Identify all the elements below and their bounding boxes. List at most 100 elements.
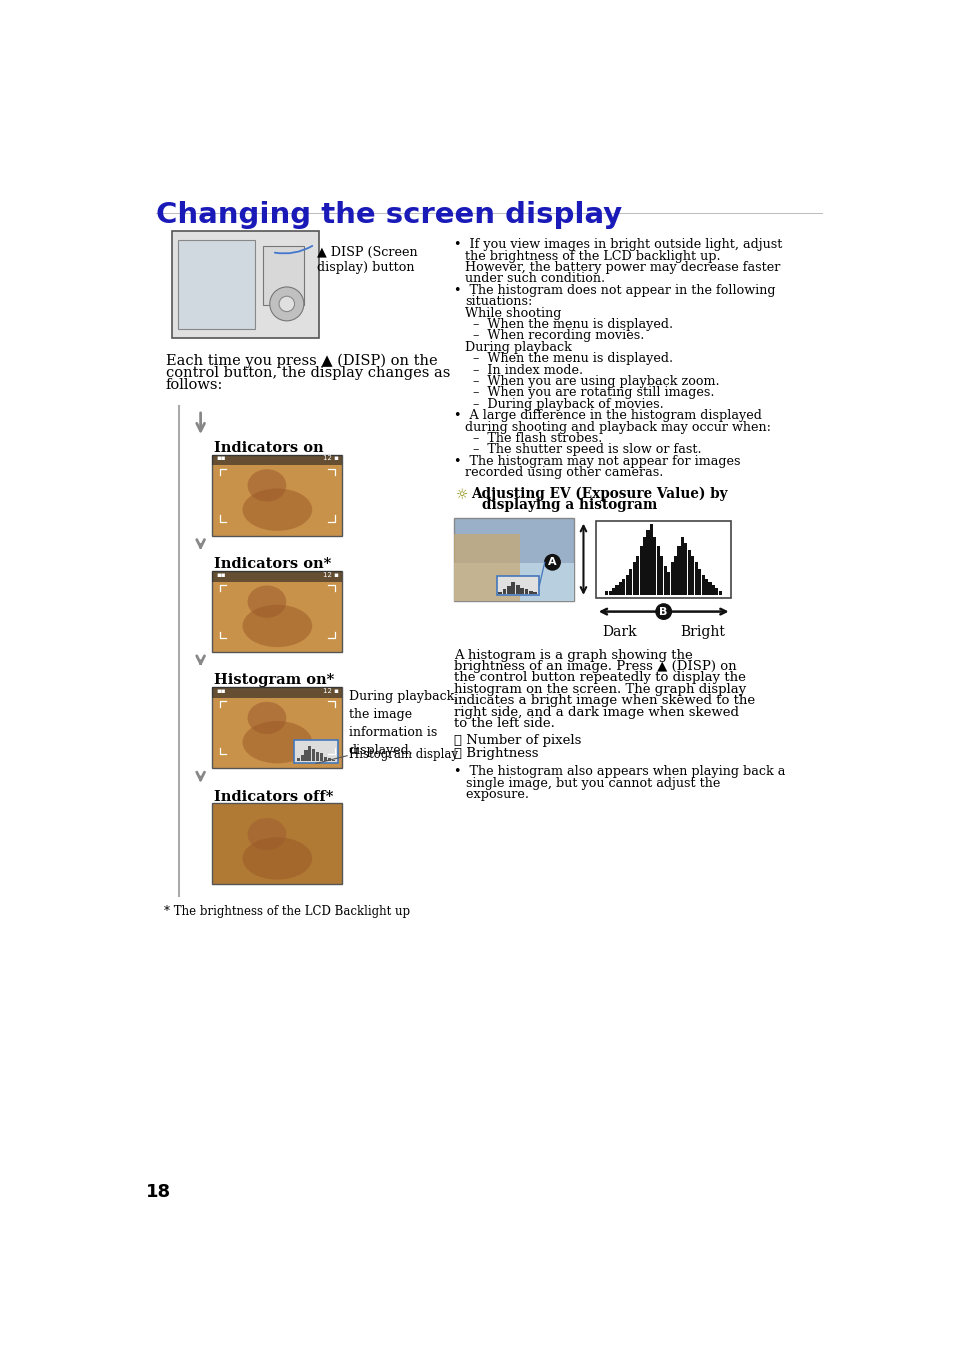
Bar bbox=[212, 455, 342, 465]
Text: ▪▪: ▪▪ bbox=[216, 571, 226, 578]
Bar bbox=[646, 531, 649, 594]
Bar bbox=[312, 749, 315, 761]
Bar bbox=[677, 547, 679, 594]
Text: to the left side.: to the left side. bbox=[454, 716, 555, 730]
Bar bbox=[528, 590, 532, 594]
Text: 12 ▪: 12 ▪ bbox=[322, 456, 338, 461]
Ellipse shape bbox=[247, 702, 286, 734]
Bar bbox=[615, 585, 618, 594]
Bar bbox=[519, 588, 523, 594]
Text: –  When you are using playback zoom.: – When you are using playback zoom. bbox=[473, 375, 720, 388]
Bar bbox=[653, 537, 656, 594]
Bar bbox=[608, 592, 611, 594]
Bar bbox=[649, 524, 652, 594]
Bar bbox=[680, 537, 683, 594]
Text: ☼: ☼ bbox=[456, 487, 468, 502]
Text: •  A large difference in the histogram displayed: • A large difference in the histogram di… bbox=[454, 410, 761, 422]
Bar bbox=[212, 571, 342, 651]
Bar bbox=[332, 760, 335, 761]
Bar bbox=[454, 517, 574, 601]
Text: Ⓑ Brightness: Ⓑ Brightness bbox=[454, 746, 538, 760]
Bar bbox=[636, 556, 639, 594]
Text: 12 ▪: 12 ▪ bbox=[322, 571, 338, 578]
Bar bbox=[618, 582, 621, 594]
Text: Indicators on: Indicators on bbox=[213, 441, 323, 455]
Bar bbox=[708, 582, 711, 594]
Bar bbox=[212, 687, 342, 768]
Text: A: A bbox=[548, 558, 557, 567]
Bar bbox=[319, 753, 323, 761]
Text: Each time you press ▲ (DISP) on the: Each time you press ▲ (DISP) on the bbox=[166, 354, 436, 368]
Bar bbox=[172, 231, 319, 338]
Circle shape bbox=[270, 286, 304, 320]
Text: •  The histogram also appears when playing back a: • The histogram also appears when playin… bbox=[454, 765, 784, 779]
Text: –  During playback of movies.: – During playback of movies. bbox=[473, 398, 663, 411]
Text: A histogram is a graph showing the: A histogram is a graph showing the bbox=[454, 649, 692, 662]
Ellipse shape bbox=[242, 605, 312, 647]
Bar bbox=[611, 588, 615, 594]
Text: recorded using other cameras.: recorded using other cameras. bbox=[464, 467, 662, 479]
Text: single image, but you cannot adjust the: single image, but you cannot adjust the bbox=[454, 776, 720, 790]
Bar bbox=[704, 578, 707, 594]
Bar bbox=[698, 569, 700, 594]
Text: ▪▪: ▪▪ bbox=[216, 456, 226, 461]
Bar bbox=[718, 592, 721, 594]
Text: Histogram on*: Histogram on* bbox=[213, 673, 334, 688]
Text: situations:: situations: bbox=[464, 296, 532, 308]
Text: ▲ DISP (Screen
display) button: ▲ DISP (Screen display) button bbox=[316, 246, 417, 274]
Text: •  The histogram does not appear in the following: • The histogram does not appear in the f… bbox=[454, 284, 775, 297]
Text: exposure.: exposure. bbox=[454, 788, 529, 801]
Text: During playback: During playback bbox=[464, 341, 571, 354]
Text: –  When recording movies.: – When recording movies. bbox=[473, 330, 644, 342]
Bar bbox=[711, 585, 715, 594]
Bar bbox=[663, 566, 666, 594]
Text: displaying a histogram: displaying a histogram bbox=[481, 498, 657, 513]
Text: –  When you are rotating still images.: – When you are rotating still images. bbox=[473, 387, 714, 399]
Text: Changing the screen display: Changing the screen display bbox=[155, 201, 621, 229]
Bar bbox=[659, 556, 662, 594]
Text: During playback,
the image
information is
displayed.: During playback, the image information i… bbox=[348, 689, 457, 756]
Bar bbox=[524, 589, 528, 594]
Text: –  The shutter speed is slow or fast.: – The shutter speed is slow or fast. bbox=[473, 444, 701, 456]
Bar bbox=[687, 550, 690, 594]
Bar bbox=[666, 573, 670, 594]
Bar bbox=[516, 585, 519, 594]
Ellipse shape bbox=[247, 470, 286, 502]
Ellipse shape bbox=[242, 837, 312, 879]
Bar bbox=[294, 741, 337, 764]
Bar bbox=[328, 759, 331, 761]
Circle shape bbox=[544, 555, 559, 570]
Text: the brightness of the LCD backlight up.: the brightness of the LCD backlight up. bbox=[464, 250, 720, 263]
Bar bbox=[497, 577, 538, 596]
Bar bbox=[670, 562, 673, 594]
Text: histogram on the screen. The graph display: histogram on the screen. The graph displ… bbox=[454, 683, 745, 696]
Text: Bright: Bright bbox=[679, 626, 724, 639]
Bar bbox=[625, 575, 628, 594]
Circle shape bbox=[656, 604, 671, 619]
Bar bbox=[502, 589, 506, 594]
Text: –  When the menu is displayed.: – When the menu is displayed. bbox=[473, 353, 673, 365]
Text: While shooting: While shooting bbox=[464, 307, 560, 320]
Bar bbox=[212, 571, 342, 582]
Text: Adjusting EV (Exposure Value) by: Adjusting EV (Exposure Value) by bbox=[471, 487, 727, 501]
Bar bbox=[212, 455, 342, 536]
Text: during shooting and playback may occur when:: during shooting and playback may occur w… bbox=[464, 421, 770, 434]
Bar bbox=[454, 563, 574, 601]
Bar bbox=[511, 582, 515, 594]
Text: ▪▪: ▪▪ bbox=[216, 688, 226, 693]
Bar bbox=[715, 588, 718, 594]
Bar bbox=[296, 759, 299, 761]
Ellipse shape bbox=[242, 721, 312, 764]
Bar bbox=[639, 547, 642, 594]
Bar bbox=[178, 240, 254, 330]
Text: indicates a bright image when skewed to the: indicates a bright image when skewed to … bbox=[454, 695, 755, 707]
Text: –  In index mode.: – In index mode. bbox=[473, 364, 583, 377]
Bar bbox=[454, 535, 519, 601]
Bar bbox=[700, 575, 704, 594]
Text: Ⓐ Number of pixels: Ⓐ Number of pixels bbox=[454, 734, 580, 748]
Bar bbox=[300, 754, 303, 761]
Bar bbox=[674, 556, 677, 594]
Bar bbox=[212, 803, 342, 885]
Text: Dark: Dark bbox=[601, 626, 636, 639]
Ellipse shape bbox=[242, 489, 312, 531]
